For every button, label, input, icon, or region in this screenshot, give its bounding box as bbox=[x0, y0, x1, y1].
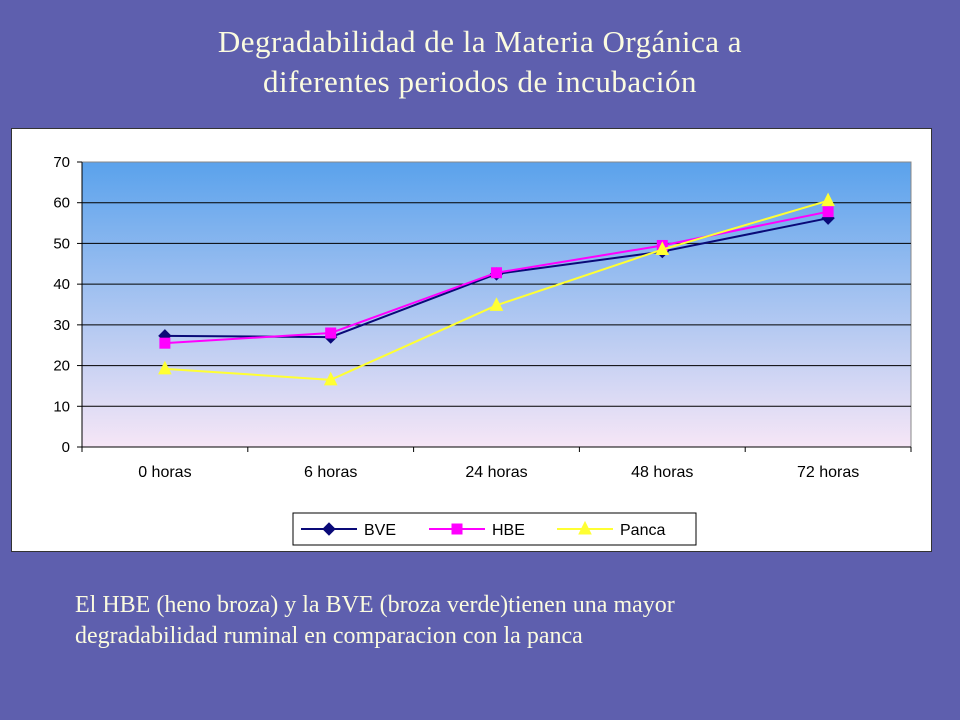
chart-frame: 0 10 20 30 40 50 60 70 0 horas 6 horas 24 horas 48 … bbox=[11, 128, 932, 552]
data-point-marker bbox=[322, 522, 336, 536]
data-point-marker bbox=[158, 360, 172, 375]
legend-label: BVE bbox=[364, 522, 396, 539]
legend-item-hbe: HBE bbox=[429, 522, 525, 539]
data-point-marker bbox=[578, 520, 592, 535]
legend-item-panca: Panca bbox=[557, 520, 665, 539]
y-tick-label: 60 bbox=[53, 195, 70, 212]
title-line-2: diferentes periodos de incubación bbox=[263, 64, 697, 99]
y-tick-label: 30 bbox=[53, 317, 70, 334]
y-tick-label: 70 bbox=[53, 154, 70, 171]
caption-line-2: degradabilidad ruminal en comparacion co… bbox=[75, 623, 583, 649]
data-point-marker bbox=[451, 523, 463, 535]
line-chart: 0 10 20 30 40 50 60 70 0 horas 6 horas 24 horas 48 … bbox=[53, 154, 912, 546]
x-tick-label: 72 horas bbox=[797, 464, 859, 481]
data-point-marker bbox=[491, 267, 502, 279]
series-panca bbox=[158, 192, 835, 386]
caption-line-1: El HBE (heno broza) y la BVE (broza verd… bbox=[75, 592, 675, 618]
data-point-marker bbox=[489, 297, 504, 311]
legend-label: Panca bbox=[620, 522, 665, 539]
y-tick-label: 20 bbox=[53, 358, 70, 375]
axes: 0 10 20 30 40 50 60 70 0 horas 6 horas 24 horas 48 … bbox=[53, 154, 912, 481]
gridlines bbox=[82, 202, 911, 407]
series-lines bbox=[158, 192, 835, 386]
y-tick-label: 0 bbox=[62, 439, 70, 456]
slide-title: Degradabilidad de la Materia Orgánica a … bbox=[0, 22, 960, 102]
data-point-marker bbox=[821, 192, 835, 207]
data-point-marker bbox=[159, 337, 171, 349]
data-point-marker bbox=[655, 241, 670, 256]
x-tick-label: 0 horas bbox=[138, 464, 191, 481]
title-line-1: Degradabilidad de la Materia Orgánica a bbox=[217, 24, 743, 59]
data-point-marker bbox=[325, 327, 337, 339]
data-point-marker bbox=[323, 371, 338, 386]
x-tick-label: 48 horas bbox=[631, 464, 693, 481]
y-tick-label: 10 bbox=[53, 398, 70, 415]
legend-box bbox=[292, 512, 697, 546]
y-tick-label: 40 bbox=[53, 276, 70, 293]
caption: El HBE (heno broza) y la BVE (broza verd… bbox=[75, 590, 915, 652]
y-tick-label: 50 bbox=[53, 235, 70, 252]
legend: BVE HBE Panca bbox=[292, 512, 697, 546]
data-point-marker bbox=[822, 206, 834, 218]
legend-label: HBE bbox=[492, 522, 525, 539]
legend-item-bve: BVE bbox=[301, 522, 396, 539]
x-tick-label: 24 horas bbox=[465, 464, 527, 481]
x-tick-label: 6 horas bbox=[304, 464, 357, 481]
